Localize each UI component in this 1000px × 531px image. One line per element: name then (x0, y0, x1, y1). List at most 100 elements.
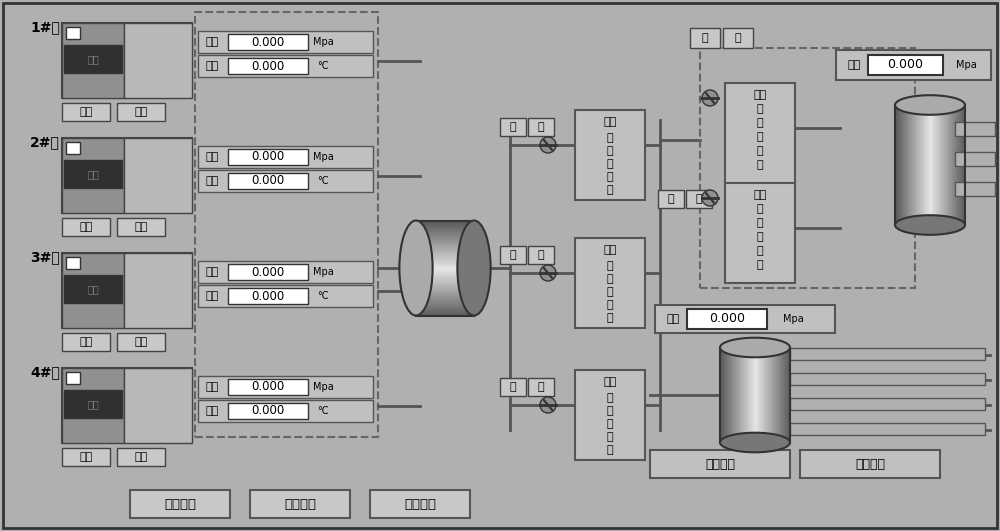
Bar (416, 260, 474, 261)
Bar (416, 249, 474, 250)
Text: °C: °C (317, 176, 329, 186)
Bar (117, 448, 165, 466)
Bar (416, 293, 474, 294)
Bar (500, 378, 526, 396)
Bar (228, 288, 308, 304)
Bar (728, 347, 729, 442)
Bar (751, 347, 752, 442)
Bar (726, 347, 727, 442)
Bar (416, 246, 474, 247)
Text: 4#机: 4#机 (30, 365, 60, 379)
Bar (920, 105, 921, 225)
Text: 启动: 启动 (603, 245, 617, 255)
Bar (117, 103, 165, 121)
Bar (130, 490, 230, 518)
Ellipse shape (720, 433, 790, 452)
Bar (781, 347, 782, 442)
Bar (773, 347, 774, 442)
Bar (62, 253, 124, 328)
Bar (953, 105, 954, 225)
Text: 停: 停 (607, 172, 613, 182)
Bar (690, 28, 720, 48)
Bar (416, 224, 474, 225)
Text: 停止: 停止 (134, 337, 148, 347)
Bar (951, 105, 952, 225)
Text: 0.000: 0.000 (251, 175, 285, 187)
Bar (955, 182, 995, 196)
Text: 停止: 停止 (87, 399, 99, 409)
Bar (895, 105, 965, 225)
Bar (724, 347, 725, 442)
Bar (926, 105, 927, 225)
Bar (736, 347, 737, 442)
Bar (727, 347, 728, 442)
Bar (416, 228, 474, 229)
Bar (919, 105, 920, 225)
Bar (528, 118, 554, 136)
Bar (198, 261, 373, 283)
Text: 干: 干 (607, 406, 613, 416)
Bar (930, 105, 931, 225)
Ellipse shape (540, 265, 556, 281)
Bar (955, 122, 995, 136)
Bar (723, 28, 753, 48)
Bar (416, 280, 474, 281)
Bar (416, 264, 474, 266)
Bar (932, 105, 933, 225)
Bar (909, 105, 910, 225)
Bar (720, 347, 790, 442)
Bar (416, 272, 474, 273)
Text: 机: 机 (607, 287, 613, 297)
Bar (771, 347, 772, 442)
Bar (924, 105, 925, 225)
Bar (788, 347, 789, 442)
Text: 止: 止 (607, 445, 613, 455)
Bar (416, 311, 474, 312)
Bar (729, 347, 730, 442)
Bar (66, 142, 80, 154)
Bar (700, 48, 915, 288)
Bar (228, 34, 308, 50)
Bar (416, 234, 474, 235)
Bar (370, 490, 470, 518)
Bar (905, 105, 906, 225)
Bar (913, 105, 914, 225)
Bar (948, 105, 949, 225)
Bar (756, 347, 757, 442)
Text: 实时报警: 实时报警 (404, 498, 436, 510)
Bar (62, 333, 110, 351)
Bar (416, 226, 474, 227)
Bar (416, 277, 474, 278)
Text: 3#机: 3#机 (30, 250, 60, 264)
Bar (918, 105, 919, 225)
Text: 止: 止 (757, 260, 763, 270)
Bar (946, 105, 947, 225)
Bar (934, 105, 935, 225)
Bar (198, 146, 373, 168)
Ellipse shape (720, 338, 790, 357)
Bar (895, 105, 896, 225)
Bar (500, 118, 526, 136)
Bar (416, 258, 474, 259)
Text: 温度: 温度 (205, 61, 219, 71)
Bar (783, 347, 784, 442)
Text: 开: 开 (510, 250, 516, 260)
Text: 停止: 停止 (87, 284, 99, 294)
Text: 压力: 压力 (847, 60, 861, 70)
Bar (416, 262, 474, 263)
Bar (774, 347, 775, 442)
Bar (416, 254, 474, 255)
Bar (735, 347, 736, 442)
Text: 压力: 压力 (205, 382, 219, 392)
Bar (416, 299, 474, 301)
Bar (912, 105, 913, 225)
Ellipse shape (540, 137, 556, 153)
Bar (416, 244, 474, 245)
Bar (416, 239, 474, 241)
Bar (937, 105, 938, 225)
Bar (766, 347, 767, 442)
Bar (575, 370, 645, 460)
Bar (650, 450, 790, 478)
Bar (416, 253, 474, 254)
Bar (961, 105, 962, 225)
